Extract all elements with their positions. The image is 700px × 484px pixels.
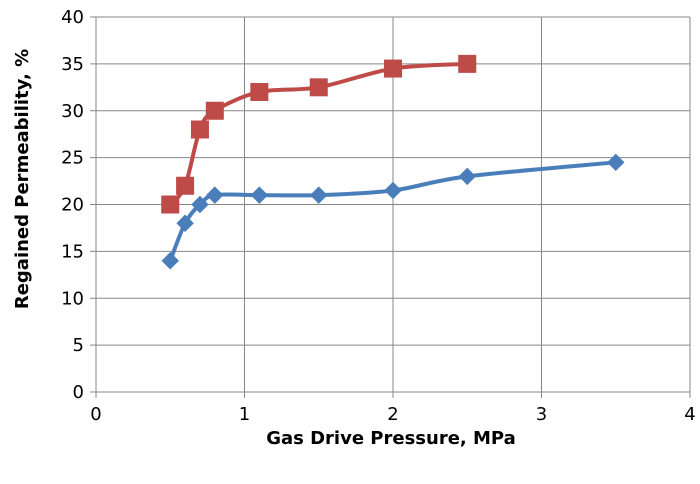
y-tick-label: 15 [61, 241, 84, 262]
x-tick-label: 1 [239, 404, 250, 425]
data-point-diamond [607, 153, 625, 172]
y-tick-label: 35 [61, 54, 84, 75]
data-point-diamond [206, 186, 224, 204]
series [161, 54, 625, 270]
y-tick-label: 10 [61, 288, 84, 309]
data-point-square [309, 78, 328, 97]
axes [90, 16, 691, 398]
data-point-diamond [310, 186, 328, 204]
data-point-square [458, 54, 477, 73]
data-point-square [176, 176, 195, 195]
y-tick-label: 20 [61, 195, 84, 216]
data-point-square [250, 83, 269, 101]
x-tick-label: 2 [387, 404, 398, 425]
data-point-diamond [161, 252, 179, 270]
series-1 [161, 153, 625, 270]
x-tick-label: 4 [684, 404, 695, 425]
tick-labels: 0 5 10 15 20 25 30 35 40 0 1 2 3 4 [61, 7, 696, 425]
data-point-diamond [384, 181, 402, 200]
y-axis-title: Regained Permeability, % [12, 49, 33, 309]
y-tick-label: 30 [61, 101, 84, 122]
data-point-diamond [176, 214, 194, 232]
data-point-square [161, 195, 180, 214]
x-axis-title: Gas Drive Pressure, MPa [266, 428, 516, 449]
data-point-diamond [191, 195, 209, 214]
y-tick-label: 0 [73, 382, 84, 403]
y-tick-label: 25 [61, 148, 84, 169]
data-point-square [384, 59, 402, 78]
data-point-diamond [458, 167, 476, 186]
data-point-square [205, 101, 224, 120]
data-point-square [190, 120, 209, 139]
x-tick-label: 0 [90, 404, 101, 425]
x-tick-label: 3 [536, 404, 547, 425]
y-tick-label: 5 [73, 335, 84, 356]
series-2 [161, 54, 477, 214]
y-tick-label: 40 [61, 7, 84, 28]
data-point-diamond [250, 186, 269, 204]
